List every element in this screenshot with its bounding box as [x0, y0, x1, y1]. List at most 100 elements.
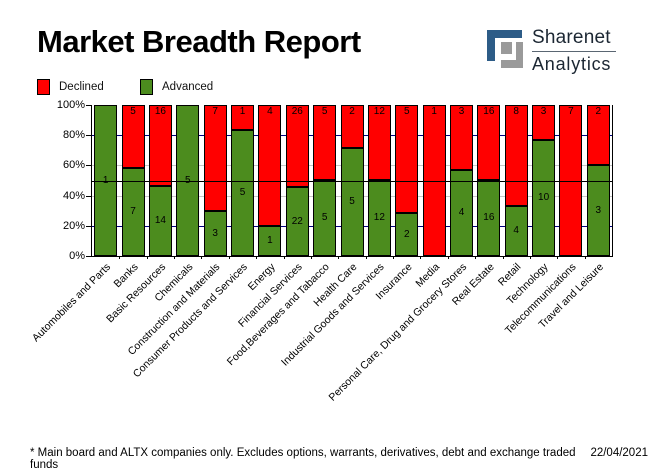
x-tick-mark [365, 256, 367, 259]
x-tick-mark [256, 256, 258, 259]
bar-value-label: 7 [568, 106, 574, 117]
fifty-percent-line [92, 180, 612, 182]
bar-segment-declined [313, 105, 337, 180]
y-axis-label: 100% [56, 99, 85, 111]
x-tick-mark [283, 256, 285, 259]
bar-value-label: 4 [513, 225, 519, 236]
bar-value-label: 8 [513, 106, 519, 117]
bar-value-label: 5 [349, 196, 355, 207]
bar-segment-advanced [340, 148, 364, 256]
bar-segment-declined [285, 105, 309, 187]
x-tick-mark [584, 256, 586, 259]
brand-logo: Sharenet Analytics [485, 28, 616, 73]
bar-value-label: 26 [291, 106, 303, 117]
bar-segment-declined [148, 105, 172, 186]
y-tick-mark [86, 105, 91, 106]
brand-name: Sharenet [532, 27, 611, 48]
y-tick-mark [86, 165, 91, 167]
bar-segment-declined [340, 105, 364, 148]
plot-area: 1 5 7 16 14 5 7 3 1 5 4 1 26 22 5 5 2 5 12 12 5 2 1 3 4 16 16 8 4 3 10… [91, 105, 613, 259]
bar-value-label: 5 [321, 106, 328, 117]
bar-value-label: 22 [291, 215, 303, 227]
y-tick-mark [86, 135, 91, 137]
x-tick-mark [310, 256, 312, 259]
bar-segment-declined [203, 105, 227, 211]
bar-segment-declined [532, 105, 556, 140]
brand-text: Sharenet Analytics [532, 28, 616, 73]
bar-segment-declined [231, 105, 255, 130]
bar-value-label: 16 [483, 212, 495, 223]
bar-value-label: 1 [431, 106, 437, 117]
bar-segment-declined [395, 105, 419, 213]
x-tick-mark [174, 256, 176, 259]
bar-segment-declined [477, 105, 501, 180]
bar-value-label: 5 [130, 106, 136, 117]
bar-value-label: 3 [540, 106, 547, 117]
footnote: * Main board and ALTX companies only. Ex… [30, 447, 576, 471]
bar-value-label: 2 [349, 106, 355, 117]
y-tick-mark [86, 195, 91, 197]
bar-value-label: 7 [130, 206, 136, 217]
bar-segment-declined [258, 105, 282, 226]
y-tick-mark [86, 225, 91, 227]
x-tick-mark [502, 256, 504, 259]
bar-value-label: 5 [403, 106, 410, 117]
bar-value-label: 4 [267, 106, 273, 117]
bar-value-label: 3 [212, 227, 218, 239]
y-axis-label: 80% [62, 129, 85, 142]
bar-value-label: 10 [538, 192, 550, 203]
bar-value-label: 16 [154, 106, 166, 117]
bar-segment-declined [504, 105, 528, 206]
bar-segment-advanced [586, 165, 610, 256]
bar-value-label: 12 [373, 212, 385, 223]
bar-value-label: 4 [458, 207, 465, 218]
bar-segment-advanced [504, 206, 528, 256]
bar-segment-advanced [395, 213, 419, 256]
bar-segment-declined [449, 105, 473, 170]
x-tick-mark [420, 256, 422, 259]
footer: * Main board and ALTX companies only. Ex… [30, 447, 648, 471]
x-tick-mark [146, 256, 148, 259]
x-tick-mark [338, 256, 340, 259]
bar-value-label: 5 [239, 187, 246, 198]
brand-divider [532, 51, 616, 52]
x-tick-mark [529, 256, 531, 259]
x-axis-label: Automobiles and Parts [29, 261, 114, 345]
bar-value-label: 3 [595, 204, 602, 216]
bar-value-label: 5 [185, 174, 191, 186]
bar-segment-advanced [231, 130, 255, 256]
bar-value-label: 2 [403, 228, 410, 240]
legend-item-advanced: Advanced [140, 79, 213, 95]
bar-segment-declined [586, 105, 610, 165]
bar-segment-advanced [203, 211, 227, 256]
x-tick-mark [447, 256, 449, 259]
y-axis-label: 0% [69, 250, 85, 262]
legend-item-declined: Declined [37, 79, 104, 95]
bar-segment-declined [121, 105, 145, 168]
y-axis-label: 40% [62, 189, 85, 202]
bar-value-label: 14 [154, 215, 166, 226]
bar-segment-advanced [532, 140, 556, 256]
bar-value-label: 16 [483, 106, 495, 117]
legend-label: Advanced [162, 81, 214, 93]
bar-value-label: 1 [267, 235, 273, 246]
advanced-swatch-icon [140, 79, 153, 95]
bar-value-label: 12 [373, 106, 385, 117]
bar-segment-advanced [258, 226, 282, 256]
bar-segment-advanced [285, 187, 309, 256]
bar-value-label: 7 [212, 106, 218, 117]
bar-value-label: 3 [458, 106, 465, 117]
report-date: 22/04/2021 [590, 447, 648, 459]
x-tick-mark [201, 256, 203, 259]
y-tick-mark [86, 256, 91, 257]
y-axis-label: 60% [62, 159, 85, 172]
bar-value-label: 5 [321, 212, 328, 223]
bar-segment-declined [367, 105, 391, 180]
sharenet-logo-icon [487, 30, 523, 68]
x-tick-mark [393, 256, 395, 259]
bar-segment-advanced [148, 186, 172, 256]
x-tick-mark [557, 256, 559, 259]
bar-value-label: 1 [102, 174, 109, 186]
x-tick-mark [119, 256, 121, 259]
